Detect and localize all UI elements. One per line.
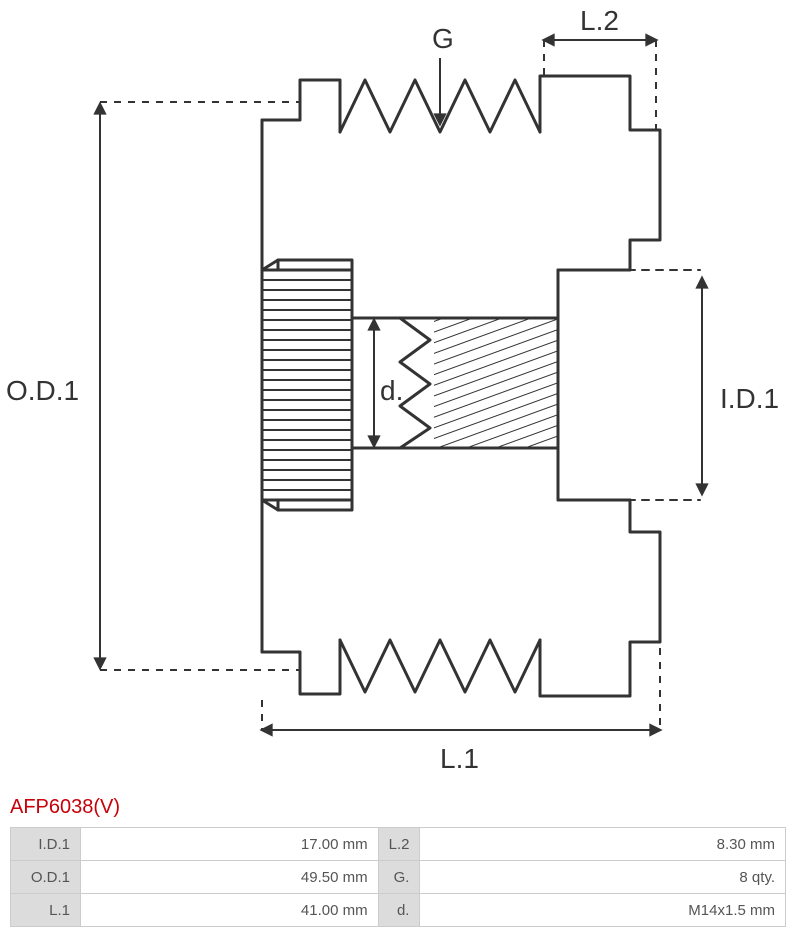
spec-key: O.D.1 <box>11 861 81 894</box>
spec-key: G. <box>378 861 420 894</box>
spec-key: L.1 <box>11 894 81 927</box>
table-row: O.D.1 49.50 mm G. 8 qty. <box>11 861 786 894</box>
label-od1: O.D.1 <box>6 375 79 406</box>
label-l2: L.2 <box>580 5 619 36</box>
label-id1: I.D.1 <box>720 383 779 414</box>
spec-key: d. <box>378 894 420 927</box>
table-row: I.D.1 17.00 mm L.2 8.30 mm <box>11 828 786 861</box>
part-number: AFP6038(V) <box>0 790 796 827</box>
spec-value: 8 qty. <box>420 861 786 894</box>
table-row: L.1 41.00 mm d. M14x1.5 mm <box>11 894 786 927</box>
label-g: G <box>432 23 454 54</box>
label-l1: L.1 <box>440 743 479 774</box>
label-d: d. <box>380 375 403 406</box>
spec-table: I.D.1 17.00 mm L.2 8.30 mm O.D.1 49.50 m… <box>10 827 786 927</box>
spec-value: M14x1.5 mm <box>420 894 786 927</box>
spec-key: L.2 <box>378 828 420 861</box>
spec-value: 49.50 mm <box>81 861 379 894</box>
spec-value: 8.30 mm <box>420 828 786 861</box>
spec-value: 17.00 mm <box>81 828 379 861</box>
spec-key: I.D.1 <box>11 828 81 861</box>
spec-value: 41.00 mm <box>81 894 379 927</box>
technical-drawing: O.D.1 I.D.1 L.1 L.2 G d. <box>0 0 796 790</box>
